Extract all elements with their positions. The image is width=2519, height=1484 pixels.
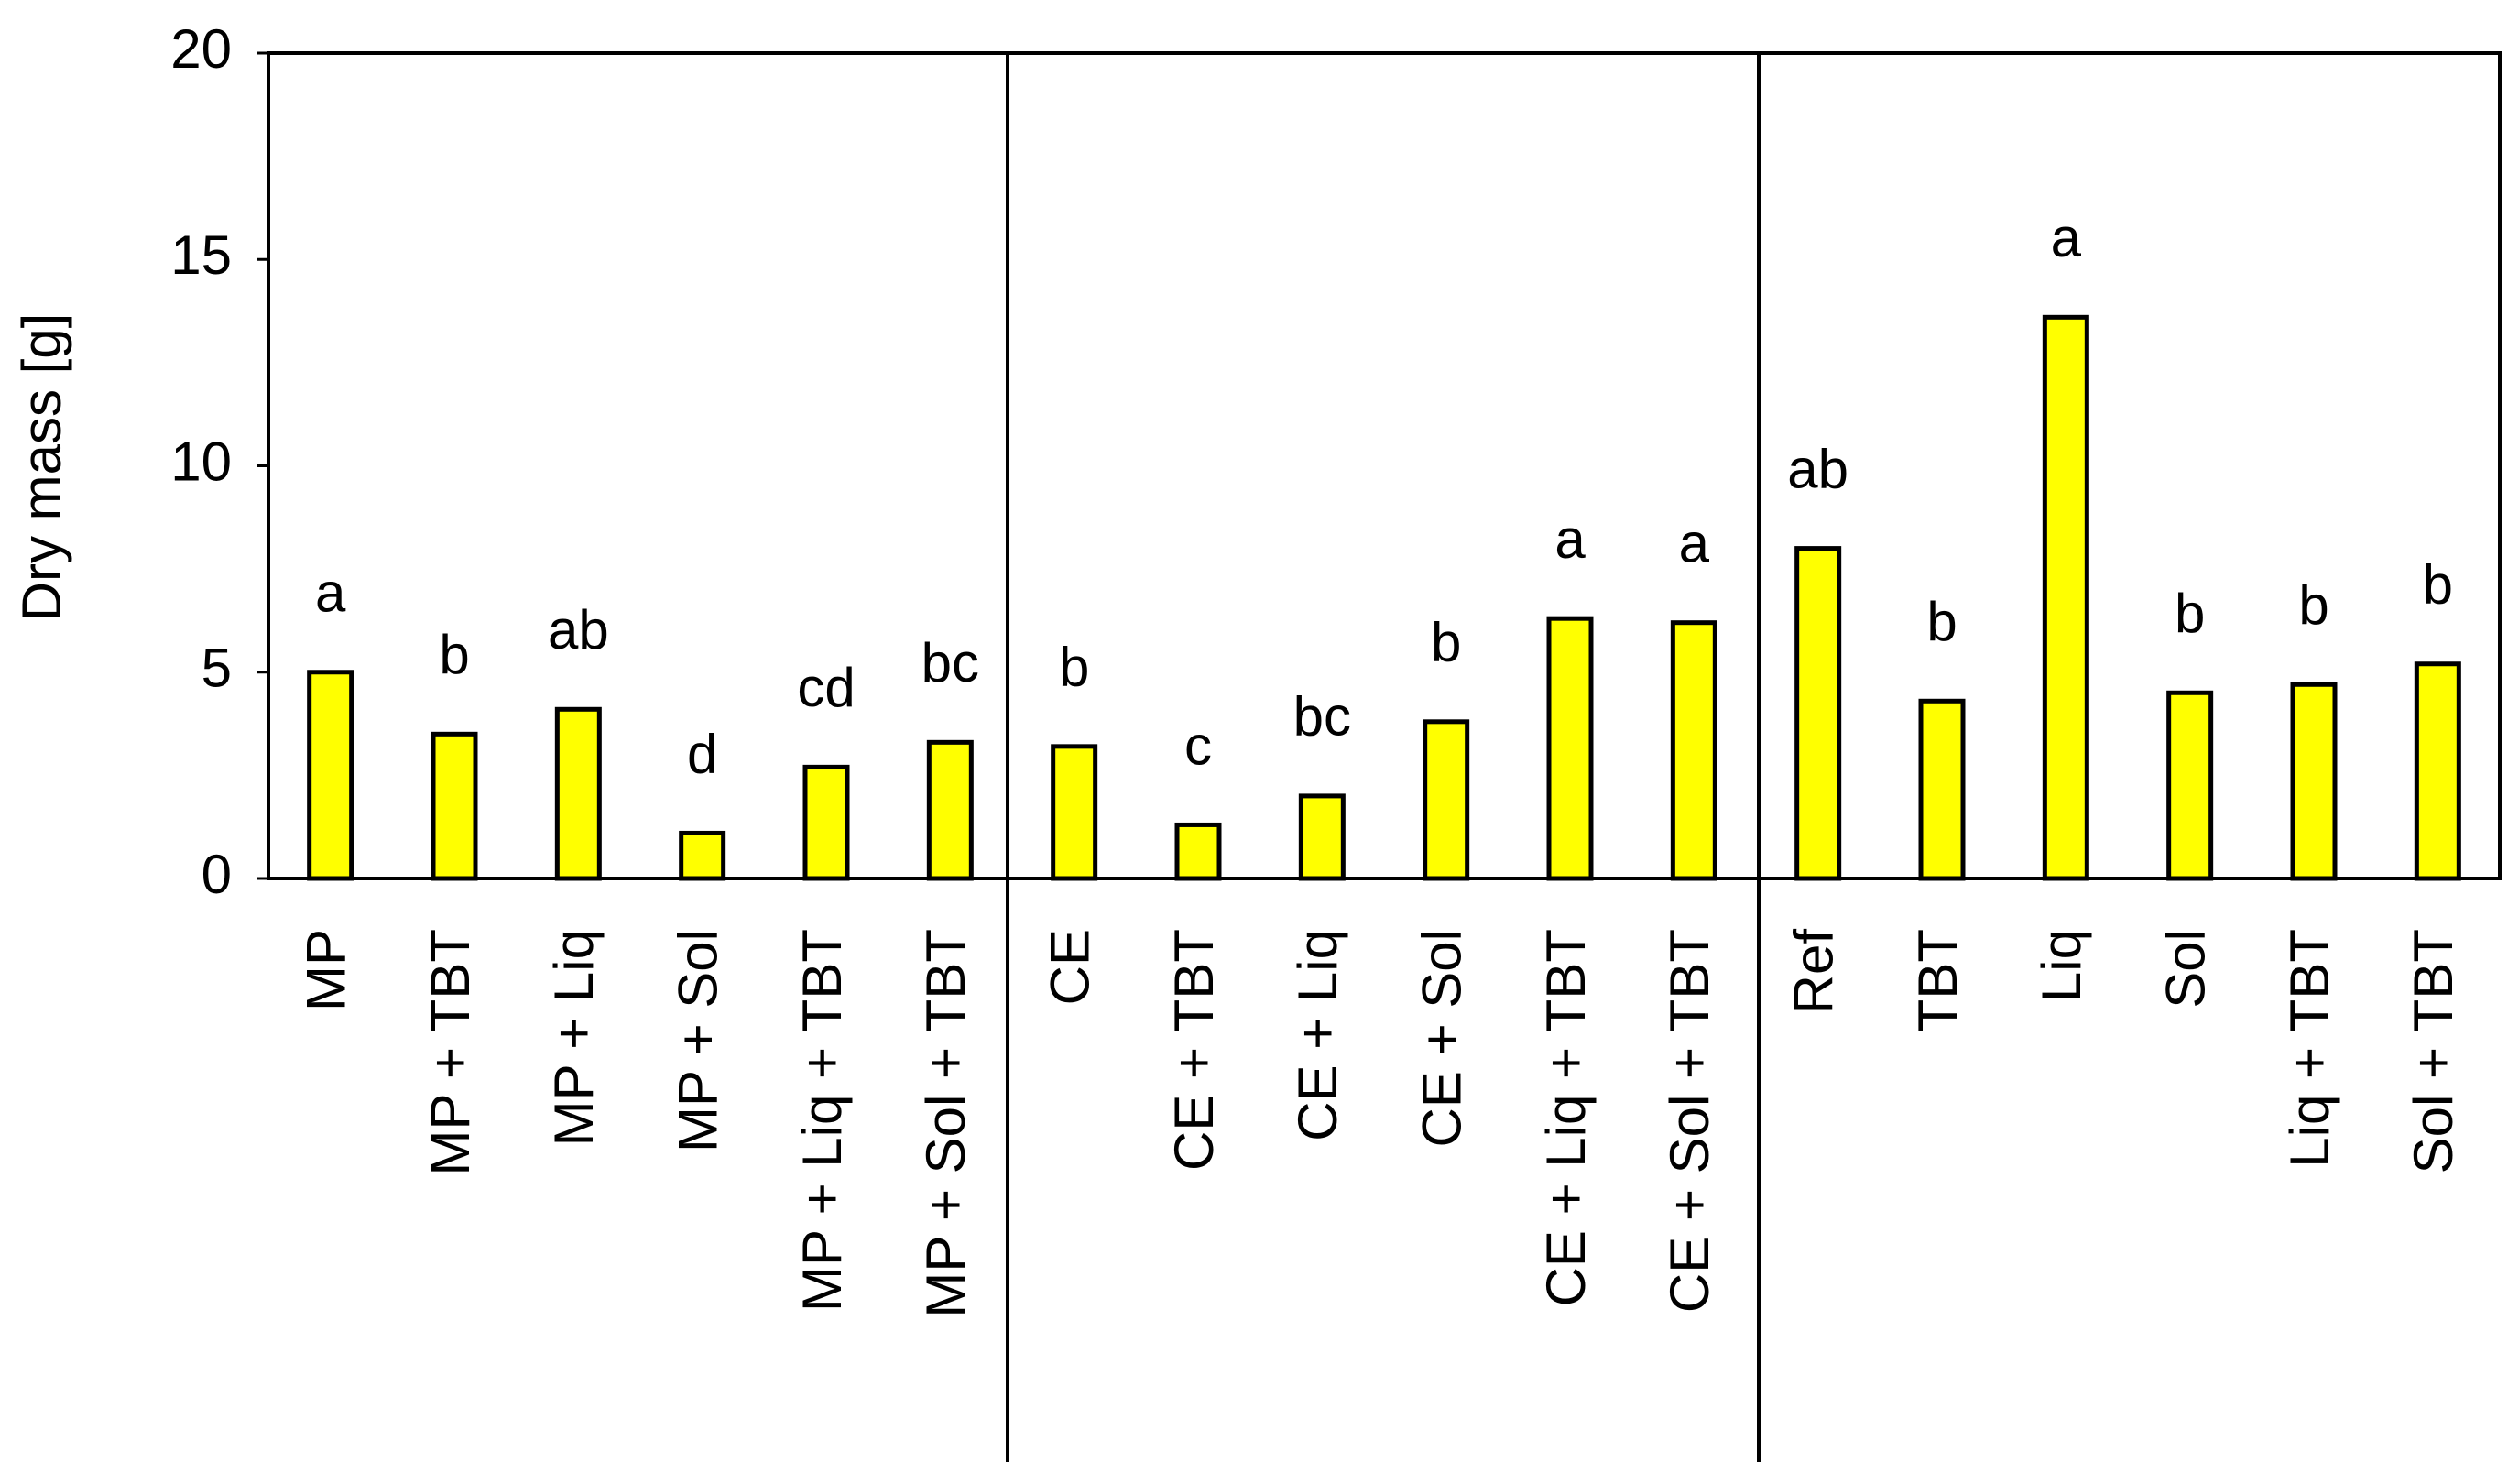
significance-letter: b xyxy=(2175,583,2205,644)
significance-letter: ab xyxy=(548,599,609,660)
bar xyxy=(554,706,602,881)
significance-letter: b xyxy=(1926,591,1957,652)
bar xyxy=(2414,661,2461,881)
x-tick-label: CE xyxy=(1040,929,1101,1005)
plot-frame xyxy=(267,51,2502,880)
y-tick-label: 10 xyxy=(170,431,232,492)
significance-letter: c xyxy=(1184,715,1212,776)
x-tick-label: CE + TBT xyxy=(1163,929,1225,1171)
significance-letter: b xyxy=(2298,574,2328,636)
x-tick-label: CE + Sol xyxy=(1412,929,1473,1147)
bar xyxy=(307,670,354,881)
significance-letter: ab xyxy=(1787,438,1848,499)
x-tick-label: MP + Liq xyxy=(543,929,605,1146)
significance-letter: a xyxy=(2051,207,2082,268)
x-tick-label: CE + Sol + TBT xyxy=(1659,929,1720,1313)
bar xyxy=(1918,698,1966,881)
bar xyxy=(1298,793,1346,881)
x-tick-label: Sol + TBT xyxy=(2403,929,2464,1173)
significance-letter: cd xyxy=(797,657,855,718)
bar xyxy=(2290,682,2338,881)
significance-letter: d xyxy=(687,723,717,784)
y-tick-label: 5 xyxy=(202,638,232,699)
x-tick-label: Sol xyxy=(2155,929,2217,1009)
x-tick-label: Ref xyxy=(1783,929,1845,1015)
significance-letter: a xyxy=(315,562,346,624)
x-tick-label: Liq + TBT xyxy=(2279,929,2340,1168)
bar xyxy=(1051,744,1098,881)
y-tick-label: 20 xyxy=(170,18,232,80)
significance-letter: bc xyxy=(1293,686,1351,747)
bar xyxy=(802,764,850,881)
bar xyxy=(1794,546,1842,881)
x-tick-label: MP + TBT xyxy=(420,929,481,1176)
significance-letter: b xyxy=(439,624,469,685)
x-tick-label: MP + Sol xyxy=(668,929,729,1152)
significance-letter: b xyxy=(1431,612,1461,673)
significance-letter: b xyxy=(1059,637,1089,698)
x-tick-label: TBT xyxy=(1907,929,1968,1032)
x-tick-label: CE + Liq xyxy=(1287,929,1348,1141)
x-tick-label: MP + Sol + TBT xyxy=(915,929,976,1318)
significance-letter: bc xyxy=(921,632,979,693)
significance-letter: a xyxy=(1679,513,1710,574)
bar xyxy=(679,830,726,881)
bar xyxy=(431,731,478,881)
x-tick-label: CE + Liq + TBT xyxy=(1535,929,1597,1306)
y-tick-label: 15 xyxy=(170,224,232,286)
bar xyxy=(926,739,974,881)
x-tick-label: MP + Liq + TBT xyxy=(791,929,853,1312)
significance-letter: a xyxy=(1554,508,1586,570)
bar xyxy=(1423,719,1470,881)
x-tick-label: MP xyxy=(296,929,357,1011)
y-axis-title: Dry mass [g] xyxy=(11,313,72,622)
bar xyxy=(1546,616,1594,881)
bar xyxy=(1174,822,1222,881)
significance-letter: b xyxy=(2423,554,2453,616)
y-tick-label: 0 xyxy=(202,844,232,905)
bar xyxy=(1670,620,1718,881)
x-tick-label: Liq xyxy=(2031,929,2092,1002)
bar xyxy=(2042,314,2089,881)
bar xyxy=(2166,690,2214,881)
